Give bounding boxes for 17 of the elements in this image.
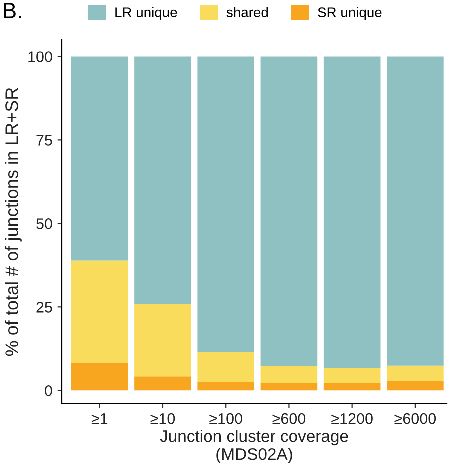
y-tick-label: 25	[36, 302, 52, 313]
x-tick-label: ≥6000	[394, 413, 436, 424]
x-tick-label: ≥10	[150, 413, 176, 424]
legend-label: SR unique	[318, 7, 382, 20]
y-tick-label: 0	[45, 386, 52, 396]
y-axis-title: % of total # of junctions in LR+SR	[5, 88, 22, 356]
x-tick-label: ≥1200	[332, 413, 373, 424]
y-tick-label: 75	[36, 135, 52, 146]
y-tick-label: 100	[28, 52, 52, 62]
legend-label: shared	[226, 7, 268, 18]
x-tick-label: ≥1	[92, 414, 108, 424]
legend-label: LR unique	[116, 7, 178, 20]
x-tick-label: ≥600	[272, 413, 306, 424]
x-tick-label: ≥100	[210, 413, 242, 424]
text: B.	[4, 3, 22, 18]
y-tick-label: 50	[36, 218, 52, 230]
x-axis-title: Junction cluster coverage (MDS02A)	[160, 430, 348, 464]
